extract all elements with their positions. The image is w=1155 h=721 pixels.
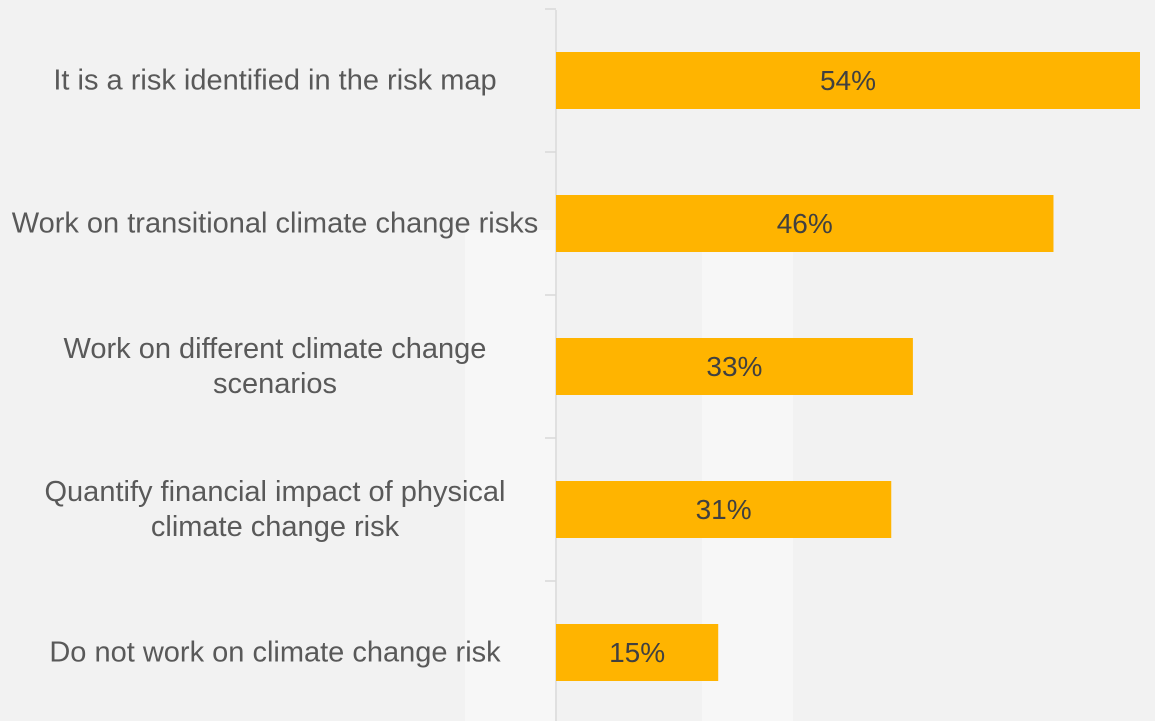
value-label: 54% (820, 65, 876, 96)
bar (556, 195, 1054, 252)
bar (556, 481, 892, 538)
bar (556, 338, 913, 395)
value-label: 46% (777, 208, 833, 239)
category-label: Work on transitional climate change risk… (11, 207, 539, 239)
value-label: 31% (696, 494, 752, 525)
value-label: 15% (609, 637, 665, 668)
background-panel (465, 230, 556, 721)
bar (556, 52, 1140, 109)
category-label: Do not work on climate change risk (49, 636, 501, 668)
value-label: 33% (706, 351, 762, 382)
category-label: Work on different climate change scenari… (63, 332, 487, 400)
category-label: Quantify financial impact of physical cl… (44, 475, 506, 543)
category-label: It is a risk identified in the risk map (53, 64, 497, 96)
bar (556, 624, 719, 681)
